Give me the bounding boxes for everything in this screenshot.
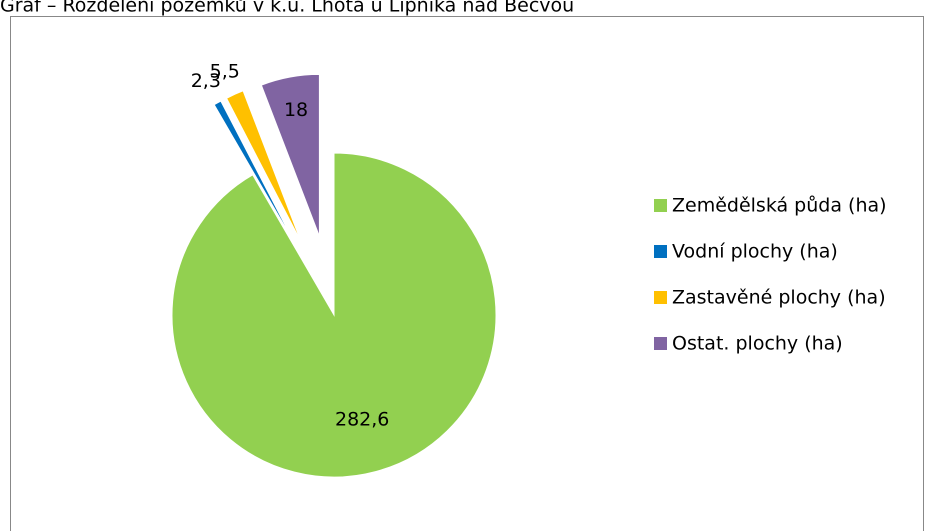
data-label: 2,3: [191, 70, 221, 92]
legend-swatch: [654, 337, 667, 350]
data-label: 18: [284, 99, 308, 121]
legend-label: Ostat. plochy (ha): [672, 333, 843, 355]
pie-slice: [213, 100, 296, 246]
data-label: 282,6: [335, 408, 389, 430]
legend-swatch: [654, 199, 667, 212]
pie-slice: [171, 152, 497, 478]
legend-label: Zastavěné plochy (ha): [672, 287, 886, 309]
legend-label: Zemědělská půda (ha): [672, 195, 887, 217]
legend-label: Vodní plochy (ha): [672, 241, 838, 263]
pie-slice: [260, 73, 320, 237]
legend-swatch: [654, 245, 667, 258]
legend-swatch: [654, 291, 667, 304]
pie-slice: [225, 90, 302, 243]
chart-title: Graf – Rozdělení pozemků v k.ú. Lhota u …: [0, 0, 574, 17]
data-label: 5,5: [210, 61, 240, 83]
